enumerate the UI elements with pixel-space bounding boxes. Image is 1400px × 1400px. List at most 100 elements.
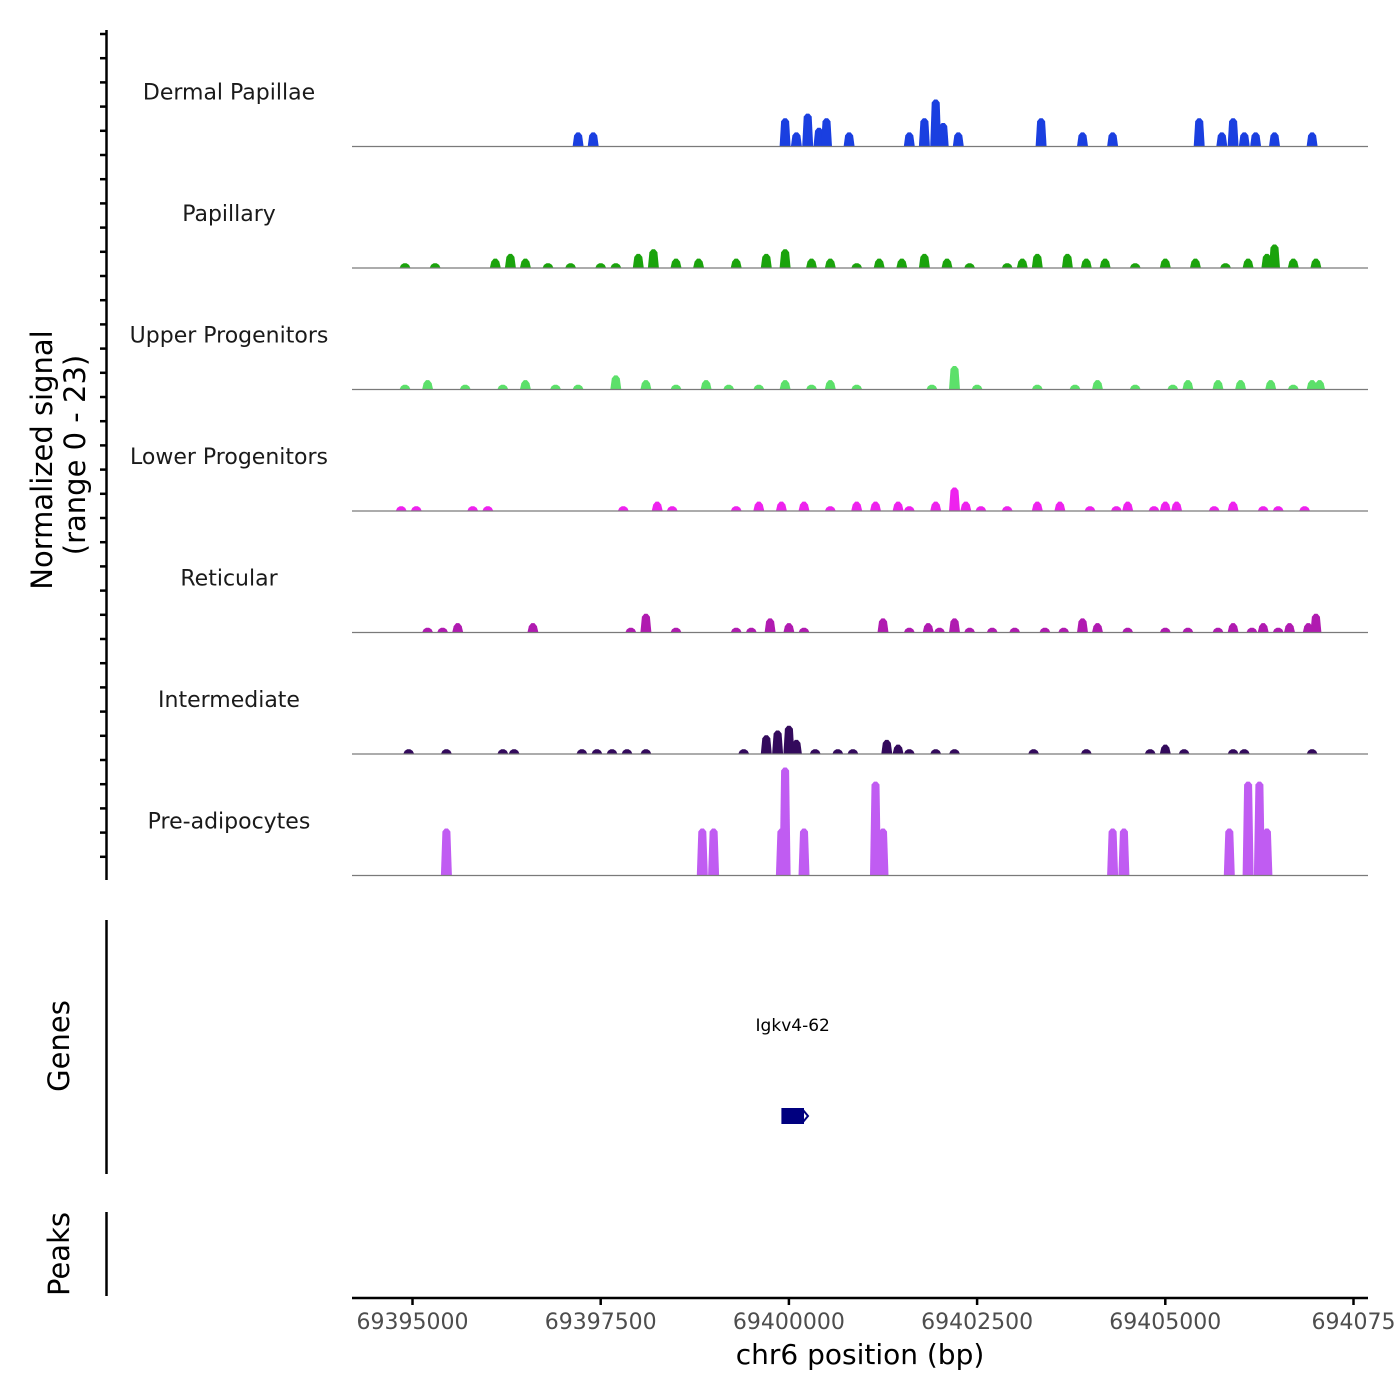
signal-peak bbox=[918, 253, 930, 268]
signal-peak bbox=[632, 253, 644, 268]
signal-peak bbox=[696, 828, 708, 876]
signal-peak bbox=[843, 132, 855, 147]
signal-peak bbox=[1287, 258, 1299, 268]
signal-peak bbox=[1129, 384, 1141, 390]
signal-peak bbox=[903, 132, 915, 147]
signal-peak bbox=[949, 618, 960, 633]
signal-peak bbox=[1216, 132, 1228, 147]
signal-peak bbox=[1287, 384, 1299, 390]
track-label: Reticular bbox=[180, 567, 278, 592]
signal-peak bbox=[730, 258, 742, 268]
signal-peak bbox=[1272, 627, 1284, 633]
signal-peak bbox=[783, 725, 795, 754]
x-ticks: 69395000 69397500 69400000 69402500 69405000… bbox=[357, 1298, 1395, 1335]
signal-peak bbox=[1031, 384, 1043, 390]
signal-peak bbox=[1159, 627, 1171, 633]
signal-peak bbox=[847, 749, 859, 754]
signal-peak bbox=[1031, 253, 1043, 268]
signal-peak bbox=[1167, 384, 1179, 390]
gene-strand-arrow bbox=[802, 1109, 810, 1123]
signal-peak bbox=[1107, 132, 1119, 147]
track-upper-progenitors: Upper Progenitors bbox=[130, 324, 1368, 391]
signal-peak bbox=[452, 623, 464, 633]
signal-peak bbox=[497, 384, 509, 390]
signal-peak bbox=[949, 487, 960, 511]
signal-peak bbox=[802, 113, 814, 147]
signal-peak bbox=[1227, 749, 1239, 754]
signal-peak bbox=[1257, 623, 1269, 633]
signal-peak bbox=[1220, 263, 1231, 268]
signal-peak bbox=[1272, 506, 1284, 511]
peaks-panel: Peaks bbox=[42, 1212, 108, 1296]
signal-peak bbox=[1212, 627, 1224, 633]
y-axis-title-line2: (range 0 - 23) bbox=[58, 355, 92, 555]
signal-peak bbox=[1238, 749, 1250, 754]
track-label: Lower Progenitors bbox=[130, 445, 328, 470]
signal-peak bbox=[1069, 384, 1081, 390]
signal-peak bbox=[798, 828, 810, 876]
x-tick-label: 69400000 bbox=[733, 1310, 845, 1335]
signal-peak bbox=[625, 627, 637, 633]
signal-peak bbox=[1092, 623, 1103, 633]
signal-peak bbox=[587, 132, 599, 147]
signal-peak bbox=[1227, 501, 1239, 511]
signal-peak bbox=[640, 380, 652, 390]
signal-peak bbox=[1099, 258, 1111, 268]
signal-y-ticks bbox=[100, 32, 106, 859]
signal-peak bbox=[1009, 627, 1021, 633]
signal-peak bbox=[798, 627, 810, 633]
signal-peak bbox=[1189, 258, 1201, 268]
signal-peak bbox=[930, 501, 942, 511]
signal-peak bbox=[730, 506, 742, 511]
signal-peak bbox=[779, 249, 791, 268]
signal-peak bbox=[1269, 132, 1280, 147]
track-reticular: Reticular bbox=[180, 567, 1368, 634]
signal-peak bbox=[922, 623, 934, 633]
signal-peak bbox=[565, 263, 577, 268]
signal-peak bbox=[651, 501, 663, 511]
signal-peak bbox=[903, 627, 915, 633]
signal-peak bbox=[723, 384, 735, 390]
signal-peak bbox=[949, 366, 960, 390]
genes-panel: Genes Igkv4-62 bbox=[42, 920, 830, 1174]
signal-peak bbox=[1077, 618, 1088, 633]
y-axis-title-line1: Normalized signal bbox=[25, 330, 59, 589]
signal-peak bbox=[403, 749, 415, 754]
signal-peak bbox=[1212, 380, 1224, 390]
signal-peak bbox=[1031, 501, 1043, 511]
signal-peak bbox=[824, 380, 836, 390]
signal-y-axis bbox=[100, 30, 108, 880]
signal-peak bbox=[926, 384, 938, 390]
signal-peak bbox=[821, 118, 832, 147]
track-papillary: Papillary bbox=[182, 202, 1368, 269]
signal-peak bbox=[508, 749, 520, 754]
signal-peak bbox=[1159, 258, 1171, 268]
track-label: Dermal Papillae bbox=[143, 81, 315, 106]
signal-peak bbox=[1077, 132, 1088, 147]
signal-peak bbox=[1122, 627, 1134, 633]
signal-peak bbox=[806, 384, 817, 390]
track-label: Pre-adipocytes bbox=[148, 810, 311, 835]
signal-peak bbox=[730, 627, 742, 633]
signal-peak bbox=[1242, 258, 1254, 268]
signal-peak bbox=[437, 627, 449, 633]
signal-peak bbox=[851, 501, 863, 511]
signal-peak bbox=[745, 627, 757, 633]
track-pre-adipocytes: Pre-adipocytes bbox=[148, 767, 1368, 877]
signal-peak bbox=[440, 749, 452, 754]
signal-peak bbox=[1144, 749, 1156, 754]
signal-peak bbox=[1035, 118, 1047, 147]
signal-peak bbox=[1159, 744, 1171, 754]
signal-peak bbox=[595, 263, 607, 268]
signal-peak bbox=[1178, 749, 1190, 754]
signal-peak bbox=[610, 263, 622, 268]
signal-peak bbox=[399, 263, 411, 268]
signal-peak bbox=[606, 749, 618, 754]
signal-peak bbox=[1299, 506, 1311, 511]
signal-peak bbox=[1110, 506, 1122, 511]
signal-peak bbox=[572, 132, 584, 147]
signal-peak bbox=[440, 828, 452, 876]
signal-peak bbox=[1148, 506, 1160, 511]
signal-peak bbox=[1310, 258, 1322, 268]
signal-peak bbox=[1107, 828, 1119, 876]
